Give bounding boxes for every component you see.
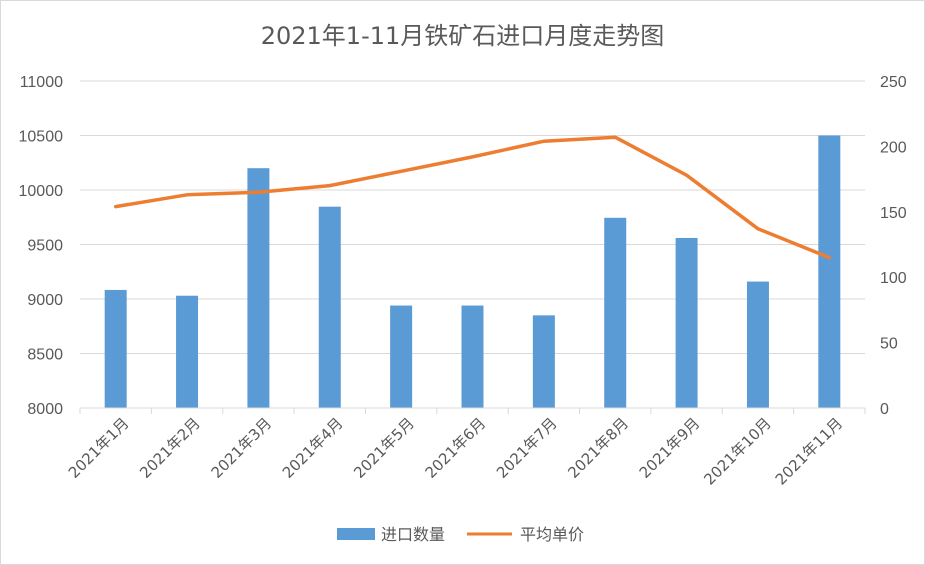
bar: [818, 135, 841, 408]
bar: [104, 289, 127, 408]
bar: [176, 295, 199, 408]
y-left-tick-label: 10500: [19, 129, 64, 146]
x-tick-label: 2021年4月: [279, 414, 347, 482]
bar: [390, 305, 413, 408]
y-right-tick-label: 150: [880, 205, 907, 222]
x-tick-label: 2021年1月: [65, 414, 133, 482]
bar: [318, 206, 341, 408]
y-right-tick-label: 100: [880, 270, 907, 287]
y-right-tick-label: 0: [880, 401, 889, 418]
bar: [247, 168, 270, 408]
chart-title: 2021年1-11月铁矿石进口月度走势图: [260, 22, 665, 50]
bar: [532, 315, 555, 408]
x-tick-label: 2021年9月: [636, 414, 704, 482]
bar: [746, 281, 769, 408]
bars-group: [104, 135, 841, 408]
legend: 进口数量 平均单价: [337, 525, 584, 544]
y-left-axis: 8000 8500 9000 9500 10000 10500 11000: [19, 74, 64, 418]
x-tick-label: 2021年5月: [350, 414, 418, 482]
bar: [604, 217, 627, 408]
x-tick-label: 2021年11月: [772, 414, 846, 488]
x-axis: 2021年1月 2021年2月 2021年3月 2021年4月 2021年5月 2021年…: [65, 407, 866, 489]
y-left-tick-label: 9500: [27, 238, 63, 255]
x-tick-label: 2021年6月: [422, 414, 490, 482]
y-left-tick-label: 9000: [27, 292, 63, 309]
x-tick-label: 2021年8月: [564, 414, 632, 482]
y-right-tick-label: 50: [880, 336, 898, 353]
legend-swatch-bar: [337, 528, 375, 540]
y-right-tick-label: 200: [880, 139, 907, 156]
y-left-tick-label: 8500: [27, 347, 63, 364]
y-left-tick-label: 10000: [19, 183, 64, 200]
y-right-tick-label: 250: [880, 74, 907, 91]
legend-label-line: 平均单价: [520, 525, 584, 544]
line-group: [113, 135, 832, 260]
y-left-tick-label: 11000: [20, 74, 63, 91]
x-tick-label: 2021年2月: [136, 414, 204, 482]
legend-label-bar: 进口数量: [381, 525, 445, 544]
y-right-axis: 0 50 100 150 200 250: [880, 74, 907, 418]
x-tick-label: 2021年10月: [700, 414, 774, 488]
bar: [675, 237, 698, 408]
line-series: [113, 135, 832, 260]
x-tick-label: 2021年7月: [493, 414, 561, 482]
bar: [461, 305, 484, 408]
y-left-tick-label: 8000: [27, 401, 63, 418]
gridlines: [80, 80, 865, 409]
x-tick-label: 2021年3月: [208, 414, 276, 482]
